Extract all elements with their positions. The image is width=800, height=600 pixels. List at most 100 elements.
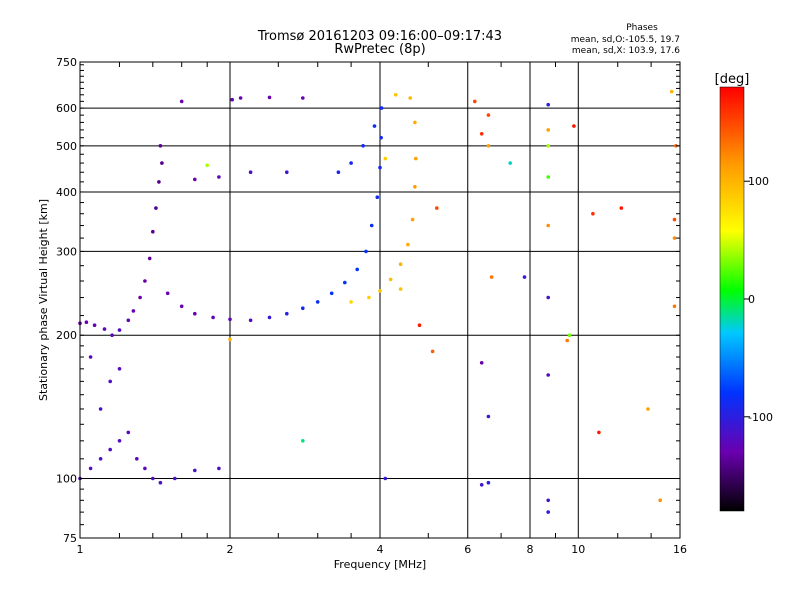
data-point <box>367 295 371 300</box>
data-point <box>522 275 527 279</box>
data-point <box>546 373 550 377</box>
y-tick-label: 750 <box>56 56 77 69</box>
data-point <box>479 132 484 136</box>
data-point <box>84 320 89 325</box>
data-point <box>88 466 93 471</box>
data-point <box>228 337 232 342</box>
data-point <box>565 338 569 343</box>
data-point <box>151 476 155 481</box>
data-point <box>546 223 550 228</box>
data-point <box>672 304 677 309</box>
data-point <box>117 439 122 443</box>
y-tick-label: 600 <box>56 102 77 115</box>
y-tick-label: 500 <box>56 140 77 153</box>
data-point <box>151 229 155 234</box>
data-point <box>230 97 234 102</box>
data-point <box>383 156 388 161</box>
data-point <box>479 361 484 365</box>
phases-title: Phases <box>626 23 658 33</box>
data-point <box>393 93 398 97</box>
colorbar-tick-label: -100 <box>748 411 773 424</box>
colorbar-gradient <box>719 86 745 512</box>
y-tick-label: 100 <box>56 473 77 486</box>
data-point <box>413 120 417 125</box>
y-tick-label: 200 <box>56 329 77 342</box>
data-point <box>135 457 139 461</box>
data-point <box>117 328 122 332</box>
data-point <box>546 128 550 132</box>
data-point <box>398 262 403 267</box>
data-point <box>179 99 184 104</box>
data-point <box>473 99 477 104</box>
data-point <box>193 311 197 316</box>
data-point <box>619 206 624 210</box>
data-point <box>430 349 435 354</box>
data-point <box>379 106 384 110</box>
data-point <box>285 311 289 316</box>
data-point <box>228 317 232 322</box>
data-point <box>110 333 114 338</box>
data-point <box>378 165 382 170</box>
data-point <box>378 289 382 293</box>
data-point <box>92 323 97 328</box>
data-point <box>486 113 491 117</box>
data-point <box>546 498 550 503</box>
data-point <box>646 407 650 411</box>
data-point <box>489 275 494 279</box>
data-point <box>546 144 550 148</box>
plot-frame <box>79 61 681 539</box>
data-point <box>160 161 164 165</box>
data-point <box>413 185 417 189</box>
x-axis-label: Frequency [MHz] <box>334 558 426 571</box>
data-point <box>102 327 107 331</box>
data-point <box>336 170 341 174</box>
phases-line-x: mean, sd,X: 103.9, 17.6 <box>572 46 680 56</box>
data-point <box>375 195 380 199</box>
data-point <box>508 161 512 165</box>
data-point <box>88 355 93 359</box>
data-point <box>205 163 209 168</box>
data-point <box>349 161 353 165</box>
data-point <box>267 315 272 320</box>
x-axis: 1 2 4 6 8 10 16 <box>77 62 687 556</box>
data-point <box>572 124 576 128</box>
data-point <box>486 414 491 419</box>
data-point <box>486 480 491 485</box>
data-point <box>248 170 253 174</box>
data-point <box>143 466 147 471</box>
data-point <box>567 333 572 338</box>
data-point <box>217 466 221 471</box>
data-point <box>546 510 550 514</box>
data-point <box>193 177 197 182</box>
phases-box: Phases mean, sd,O:-105.5, 19.7 mean, sd,… <box>571 23 681 56</box>
data-point <box>173 476 177 481</box>
data-point <box>343 280 347 285</box>
data-point <box>591 211 595 216</box>
data-point <box>138 295 142 300</box>
data-point <box>108 379 112 384</box>
colorbar-label: [deg] <box>715 72 750 87</box>
data-point <box>398 287 403 291</box>
data-point <box>248 318 253 323</box>
data-point <box>388 277 393 282</box>
data-point <box>315 300 320 304</box>
data-point <box>108 447 112 452</box>
data-point <box>355 267 360 272</box>
data-point <box>158 480 163 485</box>
data-point <box>417 323 422 328</box>
data-point <box>329 291 334 296</box>
data-point <box>597 430 601 435</box>
data-point <box>301 306 305 311</box>
y-tick-label: 75 <box>63 532 77 545</box>
data-point <box>131 309 136 313</box>
data-point <box>154 206 158 210</box>
data-point <box>143 279 147 283</box>
data-point <box>379 135 383 140</box>
data-point <box>383 476 388 481</box>
data-point <box>369 223 374 228</box>
colorbar-tick-label: 0 <box>748 293 755 306</box>
grid-lines <box>80 62 680 538</box>
phases-line-o: mean, sd,O:-105.5, 19.7 <box>571 35 680 45</box>
x-tick-label: 16 <box>673 543 687 556</box>
data-point <box>372 124 377 128</box>
